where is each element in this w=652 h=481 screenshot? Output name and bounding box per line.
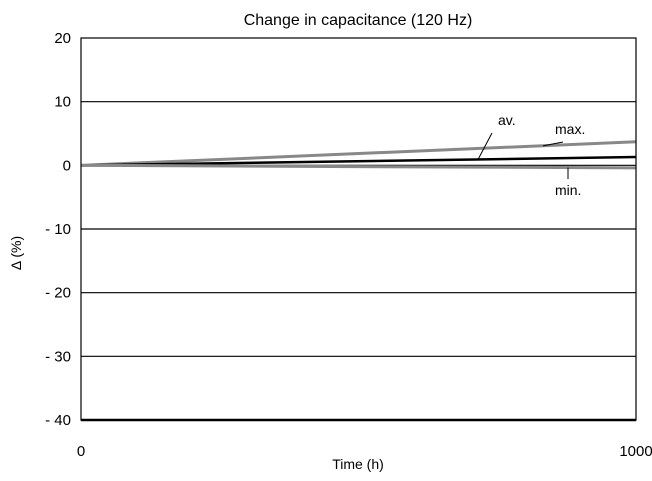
series-lines [80,140,637,170]
x-axis-title: Time (h) [332,456,384,472]
series-line-av [80,155,637,167]
series-label-max: max. [555,121,585,137]
y-tick-label: - 10 [45,221,71,238]
y-tick-label: - 30 [45,348,71,365]
y-tick-label: - 20 [45,285,71,302]
y-tick-label: - 40 [45,412,71,429]
series-label-av: av. [498,112,516,128]
y-tick-label: 0 [63,157,71,174]
y-tick-label: 10 [54,94,71,111]
y-tick-label: 20 [54,30,71,47]
x-tick-labels: 0 1000 [77,443,652,460]
annotation-leader [477,132,493,160]
x-tick-label: 0 [77,443,85,460]
series-label-min: min. [555,182,581,198]
series-annotations: max. av. min. [477,112,585,198]
grid-lines [81,101,636,422]
x-tick-label: 1000 [619,443,652,460]
plot-frame [80,37,637,421]
y-axis-title: Δ (%) [8,236,24,270]
chart-title: Change in capacitance (120 Hz) [244,12,473,29]
series-line-min [80,163,637,170]
annotation-leader [542,141,564,147]
y-tick-labels: 20 10 0 - 10 - 20 - 30 - 40 [45,30,71,429]
